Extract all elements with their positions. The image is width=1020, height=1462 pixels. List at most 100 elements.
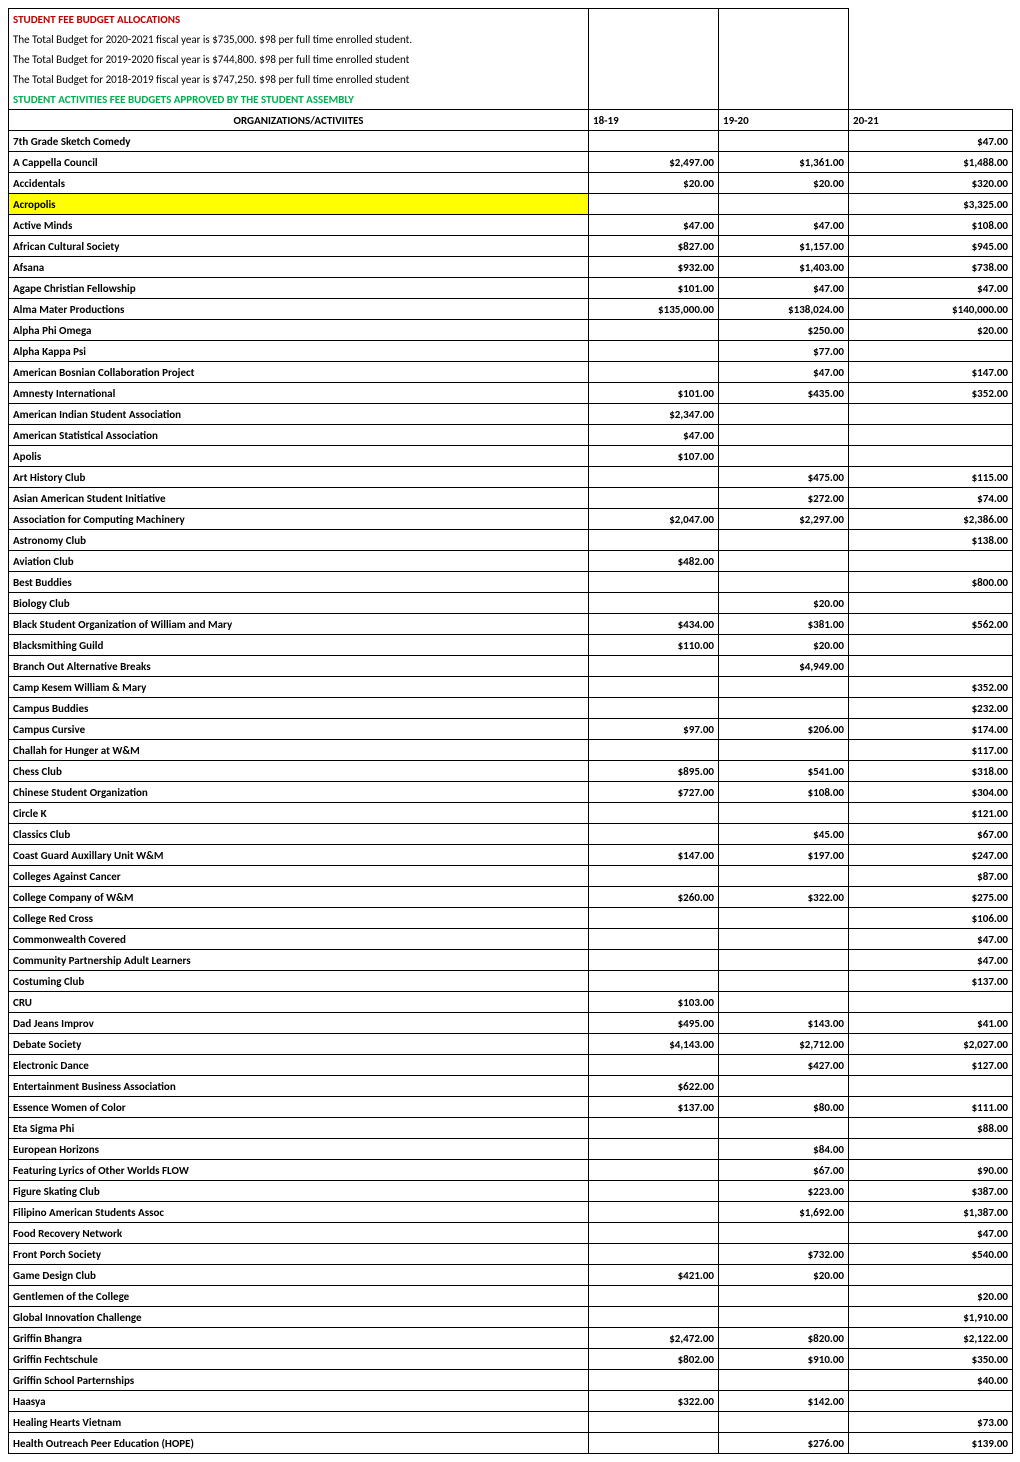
table-row: Healing Hearts Vietnam$73.00 xyxy=(9,1412,1013,1433)
value-cell-y3 xyxy=(849,635,1013,656)
value-cell-y1: $322.00 xyxy=(589,1391,719,1412)
value-cell-y3: $275.00 xyxy=(849,887,1013,908)
value-cell-y3: $40.00 xyxy=(849,1370,1013,1391)
value-cell-y1: $434.00 xyxy=(589,614,719,635)
value-cell-y3: $90.00 xyxy=(849,1160,1013,1181)
value-cell-y2: $435.00 xyxy=(719,383,849,404)
value-cell-y2 xyxy=(719,551,849,572)
value-cell-y2 xyxy=(719,1286,849,1307)
value-cell-y1 xyxy=(589,194,719,215)
value-cell-y2: $4,949.00 xyxy=(719,656,849,677)
value-cell-y3 xyxy=(849,404,1013,425)
table-row: Branch Out Alternative Breaks$4,949.00 xyxy=(9,656,1013,677)
value-cell-y1 xyxy=(589,1160,719,1181)
value-cell-y1 xyxy=(589,1139,719,1160)
empty-cell xyxy=(849,69,1013,89)
table-row: Apolis$107.00 xyxy=(9,446,1013,467)
org-name-cell: Accidentals xyxy=(9,173,589,194)
org-name-cell: Essence Women of Color xyxy=(9,1097,589,1118)
table-row: Campus Cursive$97.00$206.00$174.00 xyxy=(9,719,1013,740)
value-cell-y2 xyxy=(719,698,849,719)
value-cell-y2 xyxy=(719,908,849,929)
budget-table: STUDENT FEE BUDGET ALLOCATIONS The Total… xyxy=(8,8,1013,1454)
org-name-cell: Community Partnership Adult Learners xyxy=(9,950,589,971)
org-name-cell: Debate Society xyxy=(9,1034,589,1055)
value-cell-y1: $107.00 xyxy=(589,446,719,467)
value-cell-y2: $20.00 xyxy=(719,1265,849,1286)
org-name-cell: 7th Grade Sketch Comedy xyxy=(9,131,589,152)
value-cell-y2: $223.00 xyxy=(719,1181,849,1202)
value-cell-y2: $322.00 xyxy=(719,887,849,908)
value-cell-y1: $2,047.00 xyxy=(589,509,719,530)
value-cell-y3: $20.00 xyxy=(849,1286,1013,1307)
table-row: Filipino American Students Assoc$1,692.0… xyxy=(9,1202,1013,1223)
value-cell-y1 xyxy=(589,824,719,845)
org-name-cell: Griffin Bhangra xyxy=(9,1328,589,1349)
value-cell-y2: $381.00 xyxy=(719,614,849,635)
org-name-cell: Coast Guard Auxillary Unit W&M xyxy=(9,845,589,866)
value-cell-y3: $47.00 xyxy=(849,950,1013,971)
value-cell-y3: $137.00 xyxy=(849,971,1013,992)
value-cell-y2: $2,297.00 xyxy=(719,509,849,530)
value-cell-y2 xyxy=(719,404,849,425)
value-cell-y2 xyxy=(719,131,849,152)
value-cell-y2 xyxy=(719,992,849,1013)
value-cell-y1: $727.00 xyxy=(589,782,719,803)
org-name-cell: Association for Computing Machinery xyxy=(9,509,589,530)
value-cell-y1 xyxy=(589,950,719,971)
table-row: American Bosnian Collaboration Project$4… xyxy=(9,362,1013,383)
value-cell-y2 xyxy=(719,1307,849,1328)
value-cell-y3: $88.00 xyxy=(849,1118,1013,1139)
table-row: Afsana$932.00$1,403.00$738.00 xyxy=(9,257,1013,278)
value-cell-y2: $84.00 xyxy=(719,1139,849,1160)
org-name-cell: Game Design Club xyxy=(9,1265,589,1286)
value-cell-y2: $47.00 xyxy=(719,362,849,383)
org-name-cell: Health Outreach Peer Education (HOPE) xyxy=(9,1433,589,1454)
value-cell-y1 xyxy=(589,341,719,362)
value-cell-y3: $304.00 xyxy=(849,782,1013,803)
org-name-cell: Griffin School Parternships xyxy=(9,1370,589,1391)
value-cell-y2: $475.00 xyxy=(719,467,849,488)
table-row: Gentlemen of the College$20.00 xyxy=(9,1286,1013,1307)
table-row: Black Student Organization of William an… xyxy=(9,614,1013,635)
value-cell-y1: $802.00 xyxy=(589,1349,719,1370)
value-cell-y3: $139.00 xyxy=(849,1433,1013,1454)
value-cell-y2: $108.00 xyxy=(719,782,849,803)
value-cell-y1: $895.00 xyxy=(589,761,719,782)
value-cell-y1 xyxy=(589,362,719,383)
value-cell-y3: $47.00 xyxy=(849,131,1013,152)
table-row: Amnesty International$101.00$435.00$352.… xyxy=(9,383,1013,404)
col-header-y1: 18-19 xyxy=(589,110,719,131)
org-name-cell: African Cultural Society xyxy=(9,236,589,257)
table-row: Essence Women of Color$137.00$80.00$111.… xyxy=(9,1097,1013,1118)
table-row: Colleges Against Cancer$87.00 xyxy=(9,866,1013,887)
value-cell-y1 xyxy=(589,572,719,593)
value-cell-y3: $117.00 xyxy=(849,740,1013,761)
value-cell-y1 xyxy=(589,866,719,887)
org-name-cell: European Horizons xyxy=(9,1139,589,1160)
value-cell-y2 xyxy=(719,1118,849,1139)
value-cell-y2: $20.00 xyxy=(719,593,849,614)
value-cell-y1 xyxy=(589,1223,719,1244)
value-cell-y1 xyxy=(589,1286,719,1307)
empty-cell xyxy=(589,69,719,89)
org-name-cell: Challah for Hunger at W&M xyxy=(9,740,589,761)
org-name-cell: Campus Buddies xyxy=(9,698,589,719)
table-row: Griffin Bhangra$2,472.00$820.00$2,122.00 xyxy=(9,1328,1013,1349)
table-row: Asian American Student Initiative$272.00… xyxy=(9,488,1013,509)
value-cell-y2: $138,024.00 xyxy=(719,299,849,320)
table-row: A Cappella Council$2,497.00$1,361.00$1,4… xyxy=(9,152,1013,173)
table-row: European Horizons $84.00 xyxy=(9,1139,1013,1160)
value-cell-y2: $250.00 xyxy=(719,320,849,341)
org-name-cell: Circle K xyxy=(9,803,589,824)
org-name-cell: Entertainment Business Association xyxy=(9,1076,589,1097)
value-cell-y3 xyxy=(849,551,1013,572)
value-cell-y2 xyxy=(719,425,849,446)
org-name-cell: College Red Cross xyxy=(9,908,589,929)
value-cell-y2 xyxy=(719,572,849,593)
value-cell-y3: $2,122.00 xyxy=(849,1328,1013,1349)
table-row: Aviation Club$482.00 xyxy=(9,551,1013,572)
value-cell-y2 xyxy=(719,803,849,824)
table-row: Health Outreach Peer Education (HOPE)$27… xyxy=(9,1433,1013,1454)
value-cell-y3 xyxy=(849,1076,1013,1097)
